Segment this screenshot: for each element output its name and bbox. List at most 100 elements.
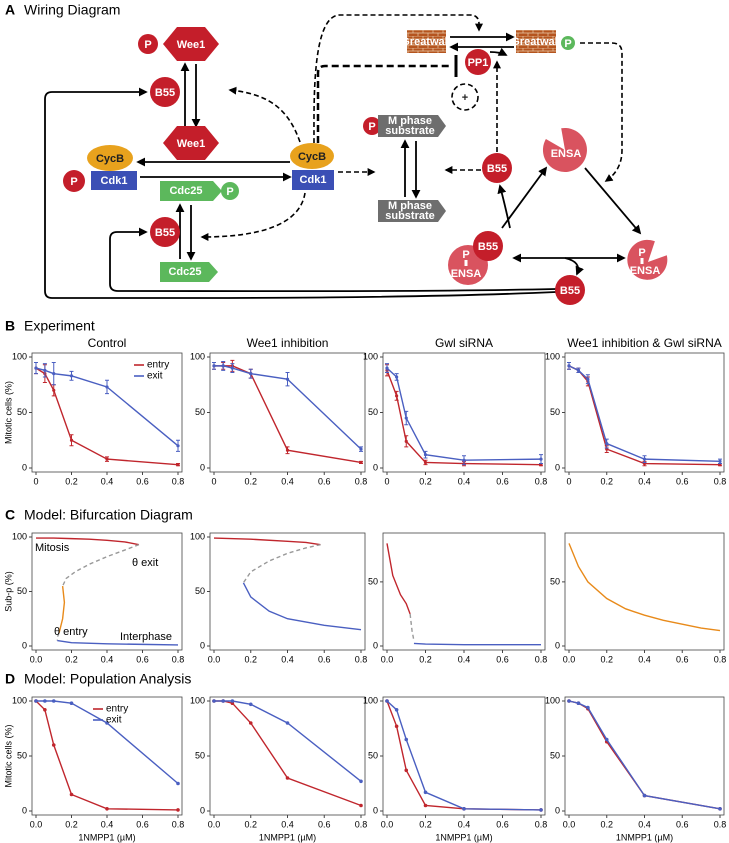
y-axis-label: Sub-p (%) xyxy=(3,571,13,612)
point xyxy=(212,699,216,703)
label: M phase xyxy=(388,200,432,212)
x-tick-label: 0.4 xyxy=(458,476,471,486)
point xyxy=(718,807,722,811)
node-shape xyxy=(555,275,585,305)
x-tick-label: 0.4 xyxy=(101,654,114,664)
x-axis-label: 1NMPP1 (µM) xyxy=(435,832,492,842)
line xyxy=(35,700,179,811)
label: B55 xyxy=(155,227,175,239)
x-tick-label: 0.4 xyxy=(101,476,114,486)
node-shape xyxy=(87,145,133,171)
x-tick-label: 0.2 xyxy=(244,654,257,664)
node-shape xyxy=(163,27,219,61)
point xyxy=(105,721,109,725)
x-tick-label: 0.0 xyxy=(208,819,221,829)
y-tick-label: 0 xyxy=(22,805,27,815)
x-tick-label: 0.0 xyxy=(563,654,576,664)
y-tick-label: 0 xyxy=(373,805,378,815)
x-tick-label: 0.8 xyxy=(714,819,727,829)
y-tick-label: 0 xyxy=(200,640,205,650)
plot-frame xyxy=(564,352,725,473)
x-tick-label: 0.8 xyxy=(355,819,368,829)
connector xyxy=(497,184,511,229)
label: P xyxy=(226,186,233,198)
x-tick-label: 0.2 xyxy=(600,654,613,664)
plot-frame xyxy=(209,532,366,651)
point xyxy=(642,457,647,461)
legend-label: entry xyxy=(147,360,169,371)
label: B55 xyxy=(560,285,580,297)
node-shape xyxy=(160,262,218,282)
node-shape xyxy=(292,170,334,190)
label: B55 xyxy=(487,163,507,175)
label: CycB xyxy=(298,151,326,163)
node-shape xyxy=(363,117,381,135)
y-tick-label: 0 xyxy=(22,462,27,472)
point xyxy=(395,375,399,379)
point xyxy=(230,366,234,370)
line xyxy=(386,370,542,466)
point xyxy=(212,364,216,368)
label: P xyxy=(368,121,375,133)
plot-frame xyxy=(209,696,366,816)
x-tick-label: 0.2 xyxy=(600,476,613,486)
point xyxy=(462,458,466,462)
y-tick-label: 100 xyxy=(12,695,27,705)
point xyxy=(285,377,290,381)
chart-title: Gwl siRNA xyxy=(435,336,493,350)
y-tick-label: 50 xyxy=(195,407,205,417)
y-tick-label: 0 xyxy=(22,640,27,650)
node-shape xyxy=(150,77,180,107)
point xyxy=(359,803,363,808)
y-tick-label: 50 xyxy=(195,750,205,760)
y-axis-label: Mitotic cells (%) xyxy=(3,381,13,444)
y-tick-label: 50 xyxy=(17,407,27,417)
annotation: θ exit xyxy=(132,557,158,569)
connector xyxy=(44,87,557,299)
label: P xyxy=(144,39,151,51)
y-tick-label: 50 xyxy=(550,407,560,417)
x-tick-label: 0.4 xyxy=(281,476,294,486)
x-tick-label: 0.0 xyxy=(30,654,43,664)
legend-label: entry xyxy=(106,704,128,715)
y-tick-label: 0 xyxy=(555,805,560,815)
x-tick-label: 0.6 xyxy=(136,819,149,829)
x-tick-label: 0.2 xyxy=(419,654,432,664)
node-shape xyxy=(160,181,222,201)
x-tick-label: 0 xyxy=(211,476,216,486)
x-tick-label: 0.0 xyxy=(30,819,43,829)
annotation: θ entry xyxy=(54,626,88,638)
point xyxy=(34,699,38,703)
line xyxy=(61,543,140,587)
point xyxy=(69,701,74,705)
y-tick-label: 100 xyxy=(363,695,378,705)
y-tick-label: 0 xyxy=(555,462,560,472)
point xyxy=(359,779,363,784)
point xyxy=(105,385,109,389)
connector xyxy=(489,47,508,56)
point xyxy=(385,699,389,703)
panel-letter: D xyxy=(5,671,15,687)
line xyxy=(386,367,542,461)
node-shape xyxy=(451,83,479,111)
point xyxy=(718,459,722,463)
point xyxy=(604,737,609,742)
panel-title: Experiment xyxy=(24,318,95,334)
y-tick-label: 50 xyxy=(550,750,560,760)
line xyxy=(568,365,721,463)
point xyxy=(52,372,56,376)
x-tick-label: 0.0 xyxy=(208,654,221,664)
label: Wiring Diagram xyxy=(24,2,120,18)
point xyxy=(404,416,408,420)
label: ENSA xyxy=(551,148,582,160)
x-axis-label: 1NMPP1 (µM) xyxy=(78,832,135,842)
point xyxy=(359,460,363,465)
point xyxy=(51,699,56,703)
x-tick-label: 0.2 xyxy=(419,819,432,829)
label: + xyxy=(462,92,468,104)
label: substrate xyxy=(385,125,435,137)
x-tick-label: 0.6 xyxy=(318,819,331,829)
point xyxy=(248,721,253,725)
point xyxy=(285,776,290,780)
